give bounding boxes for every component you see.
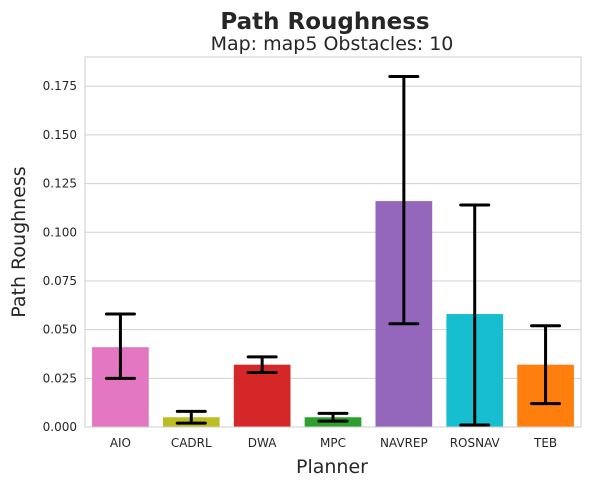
y-axis-label: Path Roughness xyxy=(8,166,30,317)
plot-frame xyxy=(84,56,582,428)
x-tick-label: ROSNAV xyxy=(450,436,501,450)
x-axis-ticks: AIO CADRL DWA MPC NAVREP ROSNAV TEB xyxy=(110,436,557,450)
y-tick-label: 0.175 xyxy=(43,79,77,93)
y-axis-ticks: 0.000 0.025 0.050 0.075 0.100 0.125 0.150 0.175 xyxy=(43,79,77,434)
chart-title: Path Roughness xyxy=(220,9,429,35)
x-axis-label: Planner xyxy=(296,456,368,478)
grid-lines xyxy=(85,85,581,428)
x-tick-label: NAVREP xyxy=(380,436,428,450)
x-tick-label: MPC xyxy=(320,436,346,450)
y-tick-label: 0.075 xyxy=(43,274,77,288)
y-tick-label: 0.150 xyxy=(43,128,77,142)
error-bars xyxy=(104,74,562,427)
x-tick-label: DWA xyxy=(248,436,277,450)
y-tick-label: 0.125 xyxy=(43,177,77,191)
y-tick-label: 0.000 xyxy=(43,420,77,434)
x-tick-label: TEB xyxy=(533,436,557,450)
bar-dwa xyxy=(233,364,291,427)
bars xyxy=(92,201,574,427)
y-tick-label: 0.025 xyxy=(43,371,77,385)
y-tick-label: 0.100 xyxy=(43,225,77,239)
x-tick-label: CADRL xyxy=(171,436,212,450)
x-tick-label: AIO xyxy=(110,436,131,450)
y-tick-label: 0.050 xyxy=(43,323,77,337)
chart-subtitle: Map: map5 Obstacles: 10 xyxy=(211,33,454,55)
